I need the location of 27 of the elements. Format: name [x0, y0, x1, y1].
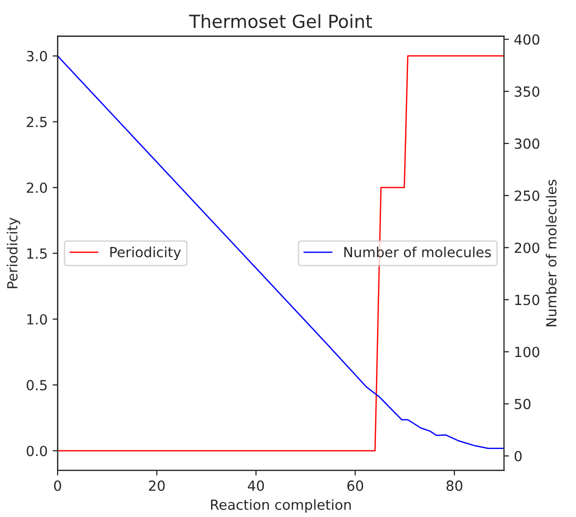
- y2-tick-label: 0: [514, 450, 522, 462]
- x-tick-label: 20: [148, 480, 165, 491]
- y-tick-label: 2.0: [26, 182, 47, 194]
- x-tick-label: 60: [347, 480, 364, 491]
- y-tick-label: 2.5: [26, 116, 47, 128]
- chart-title: Thermoset Gel Point: [189, 14, 372, 28]
- y-tick-label: 0.5: [26, 380, 47, 390]
- x-tick-label: 40: [248, 480, 264, 491]
- y2-tick-label: 200: [514, 242, 540, 254]
- y-tick-label: 0.0: [26, 446, 47, 456]
- y2-axis-title: Number of molecules: [546, 180, 557, 326]
- x-axis-title: Reaction completion: [211, 499, 351, 513]
- y2-tick-label: 50: [514, 398, 530, 410]
- y2-tick-label: 100: [515, 346, 540, 358]
- x-tick-label: 80: [446, 480, 462, 491]
- y-tick-label: 1.5: [27, 248, 47, 259]
- x-tick-label: 0: [54, 480, 62, 491]
- y-tick-label: 1.0: [27, 314, 47, 325]
- legend-label: Number of molecules: [344, 246, 491, 258]
- y2-tick-label: 350: [514, 86, 540, 97]
- y-axis-title: Periodicity: [6, 218, 20, 288]
- y2-tick-label: 400: [514, 34, 540, 45]
- y-tick-label: 3.0: [26, 50, 47, 62]
- y2-tick-label: 300: [514, 138, 540, 149]
- legend-label: Periodicity: [110, 246, 181, 260]
- y2-tick-label: 150: [515, 294, 540, 306]
- y2-tick-label: 250: [514, 190, 540, 202]
